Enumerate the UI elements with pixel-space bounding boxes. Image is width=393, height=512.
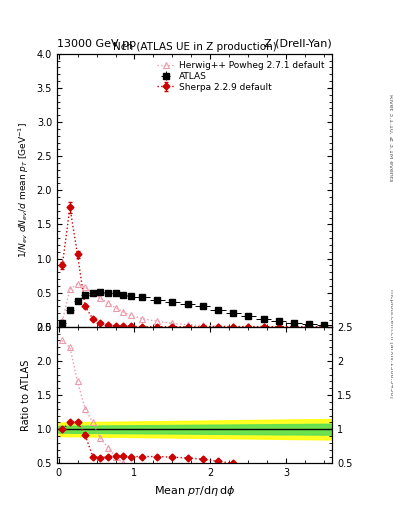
Herwig++ Powheg 2.7.1 default [246, 323, 251, 329]
Herwig++ Powheg 2.7.1 default [231, 323, 236, 329]
Herwig++ Powheg 2.7.1 default [307, 324, 312, 330]
Herwig++ Powheg 2.7.1 default [129, 312, 133, 318]
Herwig++ Powheg 2.7.1 default [90, 290, 95, 296]
Y-axis label: Ratio to ATLAS: Ratio to ATLAS [21, 359, 31, 431]
Herwig++ Powheg 2.7.1 default [322, 324, 327, 330]
Herwig++ Powheg 2.7.1 default [170, 321, 175, 327]
Y-axis label: $1/N_{ev}\ dN_{ev}/d\ \mathrm{mean}\ p_T\ [\mathrm{GeV}^{-1}]$: $1/N_{ev}\ dN_{ev}/d\ \mathrm{mean}\ p_T… [17, 122, 31, 258]
Herwig++ Powheg 2.7.1 default [155, 318, 160, 325]
Herwig++ Powheg 2.7.1 default [113, 305, 118, 311]
Text: Rivet 3.1.10, ≥ 3.1M events: Rivet 3.1.10, ≥ 3.1M events [389, 95, 393, 182]
Herwig++ Powheg 2.7.1 default [200, 323, 205, 329]
Herwig++ Powheg 2.7.1 default [106, 300, 110, 306]
Text: Z (Drell-Yan): Z (Drell-Yan) [264, 38, 332, 49]
Herwig++ Powheg 2.7.1 default [121, 309, 125, 315]
Herwig++ Powheg 2.7.1 default [277, 324, 281, 330]
Herwig++ Powheg 2.7.1 default [261, 324, 266, 330]
Herwig++ Powheg 2.7.1 default [68, 286, 72, 292]
Herwig++ Powheg 2.7.1 default [83, 284, 88, 290]
Text: mcplots.cern.ch [arXiv:1306.3436]: mcplots.cern.ch [arXiv:1306.3436] [389, 289, 393, 397]
Herwig++ Powheg 2.7.1 default [185, 322, 190, 328]
Herwig++ Powheg 2.7.1 default [216, 323, 220, 329]
Line: Herwig++ Powheg 2.7.1 default: Herwig++ Powheg 2.7.1 default [59, 281, 328, 330]
Herwig++ Powheg 2.7.1 default [75, 281, 80, 287]
Herwig++ Powheg 2.7.1 default [60, 318, 65, 325]
Herwig++ Powheg 2.7.1 default [292, 324, 296, 330]
Text: 13000 GeV pp: 13000 GeV pp [57, 38, 136, 49]
Herwig++ Powheg 2.7.1 default [140, 315, 145, 322]
Title: Nch (ATLAS UE in Z production): Nch (ATLAS UE in Z production) [113, 41, 276, 52]
X-axis label: Mean $p_T/\mathrm{d}\eta\,\mathrm{d}\phi$: Mean $p_T/\mathrm{d}\eta\,\mathrm{d}\phi… [154, 484, 235, 498]
Herwig++ Powheg 2.7.1 default [98, 295, 103, 301]
Legend: Herwig++ Powheg 2.7.1 default, ATLAS, Sherpa 2.2.9 default: Herwig++ Powheg 2.7.1 default, ATLAS, Sh… [154, 58, 328, 94]
